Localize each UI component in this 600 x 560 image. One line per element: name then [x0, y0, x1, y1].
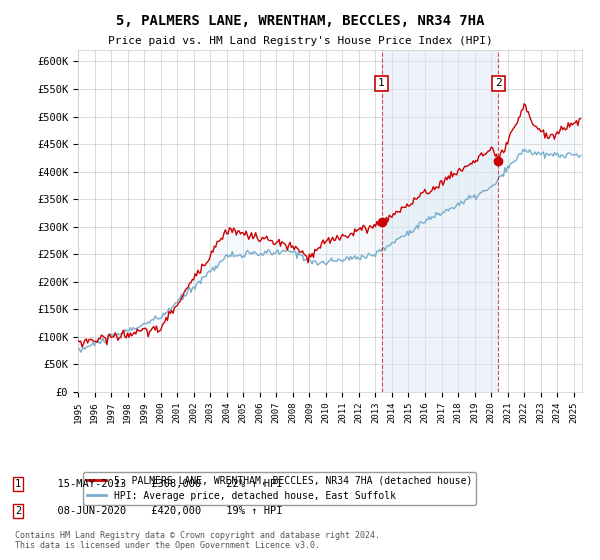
Text: 5, PALMERS LANE, WRENTHAM, BECCLES, NR34 7HA: 5, PALMERS LANE, WRENTHAM, BECCLES, NR34…: [116, 14, 484, 28]
Text: 2: 2: [495, 78, 502, 88]
Text: 15-MAY-2013    £308,000    22% ↑ HPI: 15-MAY-2013 £308,000 22% ↑ HPI: [45, 479, 283, 489]
Text: Contains HM Land Registry data © Crown copyright and database right 2024.
This d: Contains HM Land Registry data © Crown c…: [15, 530, 380, 550]
Text: Price paid vs. HM Land Registry's House Price Index (HPI): Price paid vs. HM Land Registry's House …: [107, 36, 493, 46]
Legend: 5, PALMERS LANE, WRENTHAM, BECCLES, NR34 7HA (detached house), HPI: Average pric: 5, PALMERS LANE, WRENTHAM, BECCLES, NR34…: [83, 472, 476, 505]
Bar: [382, 50, 499, 392]
Text: 2: 2: [15, 506, 21, 516]
Text: 1: 1: [378, 78, 385, 88]
Text: 08-JUN-2020    £420,000    19% ↑ HPI: 08-JUN-2020 £420,000 19% ↑ HPI: [45, 506, 283, 516]
Text: 1: 1: [15, 479, 21, 489]
